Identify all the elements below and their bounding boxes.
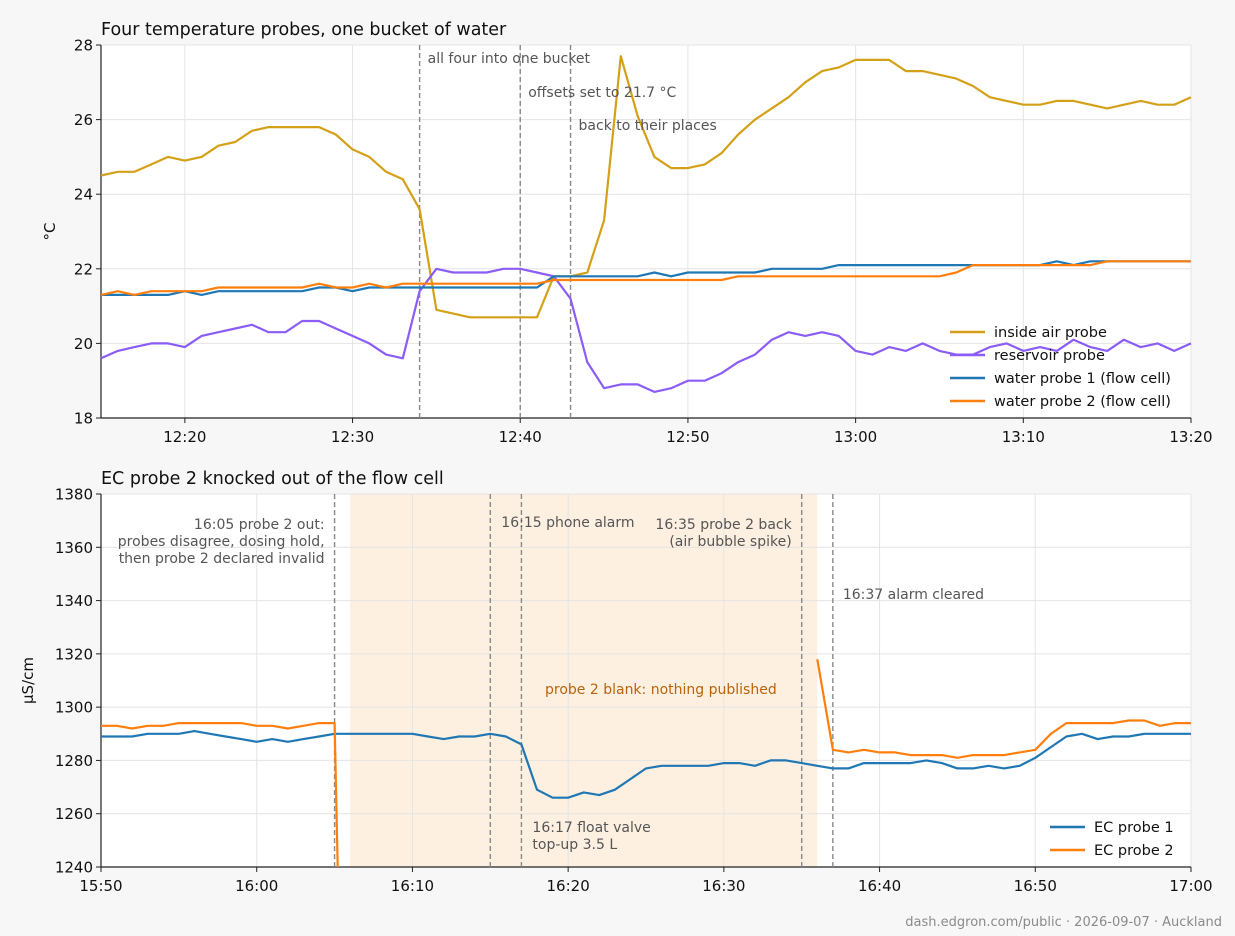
x-tick-label: 12:40 <box>499 428 542 446</box>
x-tick-label: 13:20 <box>1169 428 1212 446</box>
event-label: offsets set to 21.7 °C <box>528 85 676 101</box>
blank-period-label: probe 2 blank: nothing published <box>545 682 777 698</box>
y-tick-label: 1280 <box>55 752 93 770</box>
y-tick-label: 22 <box>74 260 93 278</box>
legend-label: inside air probe <box>994 325 1107 341</box>
x-tick-label: 16:10 <box>391 877 434 895</box>
event-label: 16:35 probe 2 back <box>655 517 792 533</box>
y-tick-label: 28 <box>74 37 93 55</box>
legend-label: EC probe 1 <box>1094 820 1174 836</box>
y-tick-label: 24 <box>74 186 93 204</box>
y-tick-label: 1300 <box>55 699 93 717</box>
x-tick-label: 12:50 <box>666 428 709 446</box>
blank-period-shade <box>350 494 818 867</box>
y-tick-label: 1360 <box>55 539 93 557</box>
event-label: 16:17 float valve <box>532 820 650 836</box>
legend-label: water probe 2 (flow cell) <box>994 394 1171 410</box>
y-tick-label: 1340 <box>55 592 93 610</box>
y-tick-label: 26 <box>74 111 93 129</box>
x-tick-label: 17:00 <box>1169 877 1212 895</box>
y-axis-label: °C <box>41 223 59 241</box>
x-tick-label: 16:20 <box>547 877 590 895</box>
event-label: 16:15 phone alarm <box>501 515 634 531</box>
event-label: all four into one bucket <box>428 51 591 67</box>
event-label: probes disagree, dosing hold, <box>118 534 325 550</box>
y-tick-label: 1260 <box>55 805 93 823</box>
y-tick-label: 20 <box>74 335 93 353</box>
series-line <box>100 55 1192 319</box>
x-tick-label: 16:00 <box>235 877 278 895</box>
y-tick-label: 1380 <box>55 486 93 504</box>
y-axis-label: µS/cm <box>19 657 37 704</box>
x-tick-label: 12:20 <box>163 428 206 446</box>
legend-label: reservoir probe <box>994 348 1105 364</box>
x-tick-label: 15:50 <box>79 877 122 895</box>
legend-label: water probe 1 (flow cell) <box>994 371 1171 387</box>
x-tick-label: 13:00 <box>834 428 877 446</box>
event-label: then probe 2 declared invalid <box>119 551 325 567</box>
series-line <box>101 722 339 868</box>
plot-area <box>101 45 1191 418</box>
event-label: top-up 3.5 L <box>532 837 617 853</box>
legend-label: EC probe 2 <box>1094 843 1174 859</box>
event-label: back to their places <box>579 118 717 134</box>
event-label: (air bubble spike) <box>669 534 791 550</box>
y-tick-label: 1240 <box>55 859 93 877</box>
ec-chart: 1240 1260 1280 1300 1320 1340 1360 1380 15:50 16:… <box>19 469 1213 895</box>
series-line <box>101 730 1191 799</box>
footer-caption: dash.edgron.com/public · 2026-09-07 · Au… <box>905 915 1222 930</box>
chart-title: EC probe 2 knocked out of the flow cell <box>101 469 444 489</box>
temperature-chart: 18 20 22 24 26 28 12:20 12:30 12:40 12:50 13:00 13:… <box>41 20 1213 446</box>
x-tick-label: 16:30 <box>702 877 745 895</box>
series-line <box>100 267 1192 393</box>
event-label: 16:37 alarm cleared <box>843 587 984 603</box>
y-tick-label: 18 <box>74 410 93 428</box>
chart-title: Four temperature probes, one bucket of w… <box>101 20 507 40</box>
x-tick-label: 16:50 <box>1014 877 1057 895</box>
event-label: 16:05 probe 2 out: <box>194 517 325 533</box>
x-tick-label: 12:30 <box>331 428 374 446</box>
series-line <box>100 260 1191 296</box>
x-tick-label: 13:10 <box>1002 428 1045 446</box>
series-line <box>816 659 1191 759</box>
y-tick-label: 1320 <box>55 645 93 663</box>
x-tick-label: 16:40 <box>858 877 901 895</box>
